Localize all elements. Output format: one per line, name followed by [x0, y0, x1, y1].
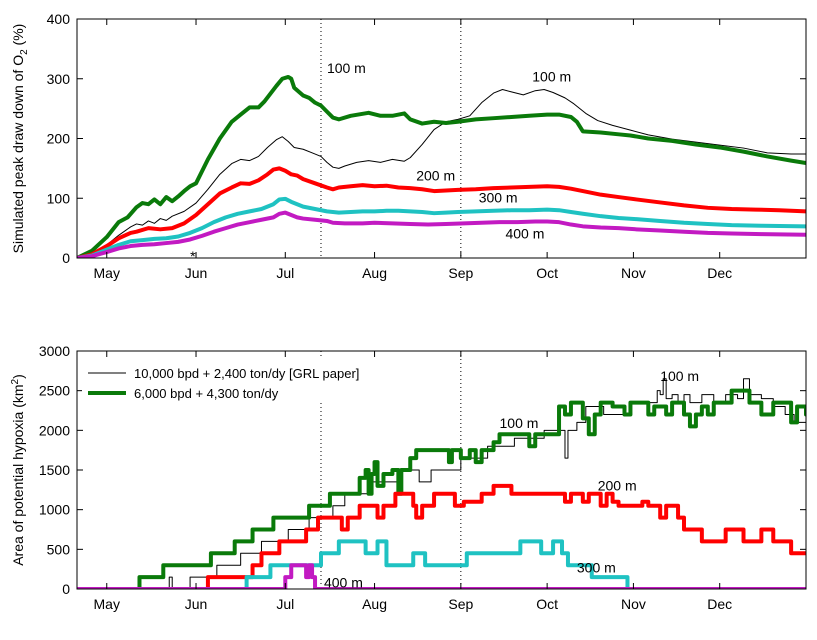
panel-2-series-group	[77, 378, 806, 589]
panel-1-annotation: 400 m	[505, 225, 544, 241]
panel-1-annotation: 200 m	[416, 167, 455, 183]
panel-1-xtick-label: Jul	[276, 265, 294, 281]
panel-2-annotation: 300 m	[577, 559, 616, 575]
panel-2-series-2-line	[77, 388, 806, 589]
panel-2-ylabel-unit: )	[10, 374, 26, 379]
panel-1-annotation: 100 m	[327, 60, 366, 76]
panel-1-series-4-line	[77, 196, 806, 258]
panel-1-xtick-label: May	[94, 265, 120, 281]
panel-1-ylabel-main: Simulated peak draw down of O	[10, 55, 26, 254]
panel-2-legend-label-1: 10,000 bpd + 2,400 ton/dy [GRL paper]	[134, 366, 359, 381]
panel-1-series-2-line	[77, 74, 806, 258]
panel-2-xtick-label: Aug	[362, 596, 387, 612]
panel-1-annotation: 100 m	[532, 69, 571, 85]
panel-2-series-3-line	[77, 483, 806, 589]
panel-2-ytick-label: 2000	[39, 422, 70, 438]
panel-2-xtick-label: May	[94, 596, 120, 612]
panel-2-series-5-line	[77, 563, 806, 589]
panel-1-ytick-label: 300	[47, 71, 71, 87]
panel-1-xtick-label: Jun	[185, 265, 208, 281]
panel-2-annotation: 200 m	[598, 478, 637, 494]
panel-1: 0 100 200 300 400 May Jun Jul Aug Sep Oct Nov Dec Sim…	[10, 11, 807, 281]
panel-2: 0 500 1000 1500 2000 2500 3000 May Jun Jul Aug Sep O…	[10, 343, 807, 612]
panel-2-ytick-label: 3000	[39, 343, 70, 359]
panel-1-xtick-label: Oct	[536, 265, 558, 281]
panel-2-xtick-label: Jun	[185, 596, 208, 612]
panel-2-xtick-label: Dec	[707, 596, 732, 612]
panel-1-ylabel-unit: (%)	[10, 24, 26, 50]
panel-1-xtick-label: Dec	[707, 265, 732, 281]
panel-1-annotation: 300 m	[479, 189, 518, 205]
panel-2-xtick-label: Oct	[536, 596, 558, 612]
panel-1-ytick-label: 400	[47, 11, 71, 27]
panel-1-series-group	[77, 74, 806, 258]
panel-2-ytick-label: 1500	[39, 462, 70, 478]
panel-2-ylabel: Area of potential hypoxia (km2)	[10, 374, 26, 566]
panel-2-series-4-line	[77, 539, 645, 589]
panel-1-ylabel: Simulated peak draw down of O2 (%)	[10, 24, 30, 254]
panel-1-ytick-label: 100	[47, 190, 71, 206]
panel-1-marker-star: *	[190, 248, 196, 264]
panel-1-ytick-label: 200	[47, 131, 71, 147]
panel-2-ytick-label: 2500	[39, 383, 70, 399]
panel-2-ylabel-main: Area of potential hypoxia (km	[10, 384, 26, 565]
panel-1-series-3-line	[77, 166, 806, 258]
panel-2-ytick-label: 1000	[39, 502, 70, 518]
panel-1-ylabel-sub: 2	[19, 49, 30, 55]
panel-2-ylabel-sup: 2	[10, 378, 21, 384]
panel-2-annotation: 100 m	[500, 415, 539, 431]
panel-2-legend-label-2: 6,000 bpd + 4,300 ton/dy	[134, 386, 279, 401]
panel-1-xtick-label: Sep	[448, 265, 473, 281]
panel-2-xtick-label: Nov	[621, 596, 646, 612]
panel-1-series-5-line	[77, 210, 806, 258]
panel-1-series-1-line	[77, 89, 806, 258]
panel-2-annotation: 100 m	[660, 368, 699, 384]
panel-1-xtick-label: Nov	[621, 265, 646, 281]
panel-2-xtick-label: Sep	[448, 596, 473, 612]
panel-1-ytick-label: 0	[62, 250, 70, 266]
panel-2-annotation: 400 m	[324, 574, 363, 590]
panel-2-series-1-line	[77, 378, 806, 589]
panel-1-xtick-label: Aug	[362, 265, 387, 281]
panel-2-legend-box	[82, 358, 434, 402]
panel-2-xtick-label: Jul	[276, 596, 294, 612]
panel-2-ytick-label: 0	[62, 581, 70, 597]
panel-2-ytick-label: 500	[47, 541, 71, 557]
